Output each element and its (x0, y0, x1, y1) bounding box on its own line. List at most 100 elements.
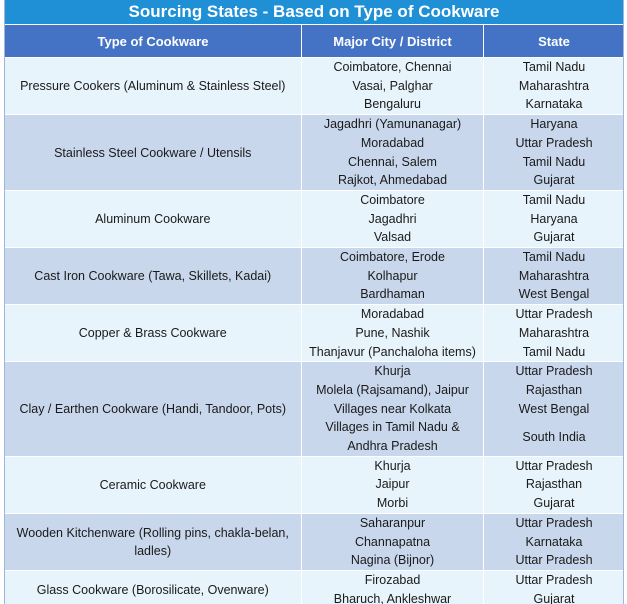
cookware-type-cell: Wooden Kitchenware (Rolling pins, chakla… (4, 512, 302, 571)
state-cell: Uttar Pradesh (483, 551, 625, 571)
city-cell: Molela (Rajsamand), Jaipur (301, 380, 484, 400)
city-cell: Rajkot, Ahmedabad (301, 171, 484, 191)
table-row: Stainless Steel Cookware / Utensils Jagad… (4, 114, 625, 191)
state-cell: Maharashtra (483, 76, 625, 96)
state-cell: West Bengal (483, 399, 625, 419)
table-row: Villages in Tamil Nadu & Andhra Pradesh S… (5, 418, 625, 457)
state-cell: Tamil Nadu (483, 247, 625, 267)
city-cell: Khurja (301, 361, 484, 381)
cookware-type-cell: Ceramic Cookware (4, 455, 302, 514)
city-cell: Valsad (301, 228, 484, 248)
state-cell: Haryana (483, 209, 625, 229)
table-row: Channapatna Karnataka (5, 532, 625, 552)
state-cell: Karnataka (483, 532, 625, 552)
city-cell: Chennai, Salem (301, 152, 484, 172)
state-cell: Rajasthan (483, 475, 625, 495)
cookware-type-cell: Stainless Steel Cookware / Utensils (4, 114, 302, 191)
sourcing-table: Type of Cookware Major City / District S… (4, 24, 625, 604)
table-row: Moradabad Uttar Pradesh (5, 133, 625, 153)
state-cell: Gujarat (483, 589, 625, 604)
table-row: Valsad Gujarat (5, 228, 625, 248)
city-cell: Thanjavur (Panchaloha items) (301, 342, 484, 362)
header-row: Type of Cookware Major City / District S… (4, 24, 625, 58)
state-cell: Maharashtra (483, 266, 625, 286)
city-cell: Morbi (301, 494, 484, 514)
table-row: Nagina (Bijnor) Uttar Pradesh (5, 551, 625, 571)
cookware-type-cell: Aluminum Cookware (4, 189, 302, 248)
table-row: Jaipur Rajasthan (5, 475, 625, 495)
city-cell: Kolhapur (301, 266, 484, 286)
table-row: Rajkot, Ahmedabad Gujarat (5, 171, 625, 191)
state-cell: Uttar Pradesh (483, 304, 625, 324)
city-cell: Jagadhri (301, 209, 484, 229)
table-title: Sourcing States - Based on Type of Cookw… (4, 0, 624, 24)
table-row: Pune, Nashik Maharashtra (5, 323, 625, 343)
city-cell: Pune, Nashik (301, 323, 484, 343)
state-cell: Tamil Nadu (483, 56, 625, 77)
city-cell: Villages in Tamil Nadu & Andhra Pradesh (301, 418, 484, 457)
table-row: Pressure Cookers (Aluminum & Stainless S… (4, 56, 625, 115)
city-cell: Coimbatore, Chennai (301, 56, 484, 77)
table-row: Villages near Kolkata West Bengal (5, 399, 625, 419)
city-cell: Villages near Kolkata (301, 399, 484, 419)
state-cell: Gujarat (483, 171, 625, 191)
city-cell: Moradabad (301, 304, 484, 324)
city-cell: Bharuch, Ankleshwar (301, 589, 484, 604)
city-cell: Channapatna (301, 532, 484, 552)
city-cell: Khurja (301, 455, 484, 476)
city-cell: Bardhaman (301, 285, 484, 305)
state-cell: Tamil Nadu (483, 152, 625, 172)
state-cell: Uttar Pradesh (483, 455, 625, 476)
header-city: Major City / District (301, 24, 484, 58)
table-row: Glass Cookware (Borosilicate, Ovenware) F… (4, 569, 625, 604)
table-row: Bharuch, Ankleshwar Gujarat (5, 589, 625, 604)
state-cell: Uttar Pradesh (483, 361, 625, 381)
table-row: Copper & Brass Cookware Moradabad Uttar Pr… (4, 304, 625, 362)
state-cell: Gujarat (483, 494, 625, 514)
table-row: Morbi Gujarat (5, 494, 625, 514)
state-cell: Rajasthan (483, 380, 625, 400)
state-cell: West Bengal (483, 285, 625, 305)
city-cell: Vasai, Palghar (301, 76, 484, 96)
cookware-type-cell: Cast Iron Cookware (Tawa, Skillets, Kada… (4, 247, 302, 305)
city-cell: Bengaluru (301, 95, 484, 115)
header-type: Type of Cookware (4, 24, 302, 58)
state-cell: Haryana (483, 114, 625, 134)
table-row: Kolhapur Maharashtra (5, 266, 625, 286)
cookware-type-cell: Clay / Earthen Cookware (Handi, Tandoor,… (4, 361, 302, 457)
table-row: Wooden Kitchenware (Rolling pins, chakla… (4, 512, 625, 571)
state-cell: Gujarat (483, 228, 625, 248)
table-body: Pressure Cookers (Aluminum & Stainless S… (4, 56, 625, 604)
table-row: Molela (Rajsamand), Jaipur Rajasthan (5, 380, 625, 400)
city-cell: Coimbatore (301, 189, 484, 210)
table-row: Vasai, Palghar Maharashtra (5, 76, 625, 96)
table-row: Bengaluru Karnataka (5, 95, 625, 115)
cookware-type-cell: Glass Cookware (Borosilicate, Ovenware) (4, 569, 302, 604)
table-row: Bardhaman West Bengal (5, 285, 625, 305)
table-row: Cast Iron Cookware (Tawa, Skillets, Kada… (4, 247, 625, 305)
state-cell: Uttar Pradesh (483, 569, 625, 590)
table-row: Chennai, Salem Tamil Nadu (5, 152, 625, 172)
cookware-type-cell: Pressure Cookers (Aluminum & Stainless S… (4, 56, 302, 115)
table-row: Thanjavur (Panchaloha items) Tamil Nadu (5, 342, 625, 362)
state-cell: Uttar Pradesh (483, 133, 625, 153)
city-cell: Jaipur (301, 475, 484, 495)
city-cell: Coimbatore, Erode (301, 247, 484, 267)
header-state: State (483, 24, 625, 58)
city-cell: Moradabad (301, 133, 484, 153)
state-cell: South India (483, 418, 625, 457)
cookware-type-cell: Copper & Brass Cookware (4, 304, 302, 362)
state-cell: Tamil Nadu (483, 342, 625, 362)
city-cell: Nagina (Bijnor) (301, 551, 484, 571)
city-cell: Jagadhri (Yamunanagar) (301, 114, 484, 134)
state-cell: Maharashtra (483, 323, 625, 343)
table-row: Clay / Earthen Cookware (Handi, Tandoor,… (4, 361, 625, 457)
state-cell: Uttar Pradesh (483, 512, 625, 533)
state-cell: Tamil Nadu (483, 189, 625, 210)
table-row: Ceramic Cookware Khurja Uttar Pradesh (4, 455, 625, 514)
table-row: Jagadhri Haryana (5, 209, 625, 229)
state-cell: Karnataka (483, 95, 625, 115)
city-cell: Firozabad (301, 569, 484, 590)
city-cell: Saharanpur (301, 512, 484, 533)
